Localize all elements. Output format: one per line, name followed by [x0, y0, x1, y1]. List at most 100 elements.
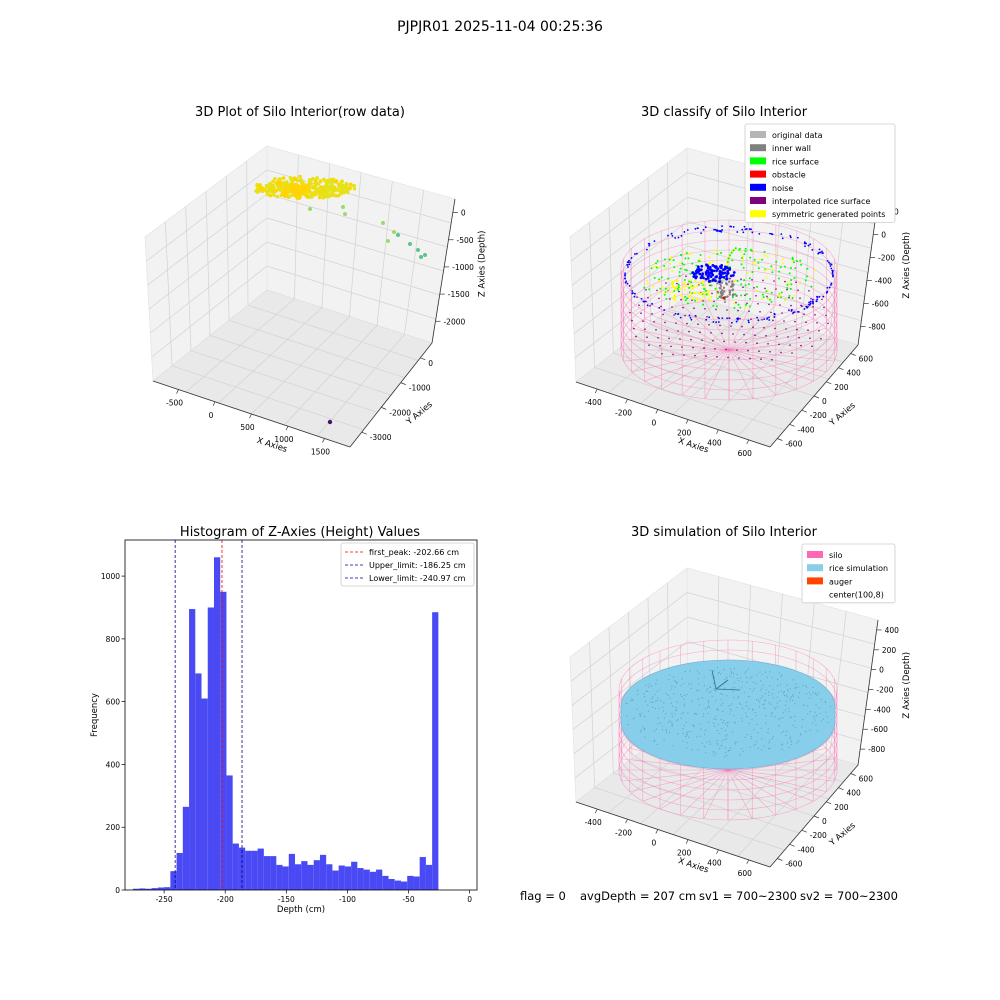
rice-sim-point [682, 682, 685, 685]
histogram-title: Histogram of Z-Axies (Height) Values [180, 525, 420, 540]
rice-surface-point [772, 267, 775, 270]
rice-sim-point [683, 703, 685, 705]
rice-sim-point [763, 707, 766, 709]
interpolated-point [766, 295, 768, 298]
interpolated-point [783, 320, 785, 322]
noise-point [722, 268, 725, 272]
y-axis-label: Frequency [90, 693, 100, 737]
rice-surface-point [683, 288, 686, 291]
sv1-text: sv1 = 700~2300 [699, 889, 797, 903]
rice-sim-point [713, 725, 716, 727]
interpolated-point [710, 332, 712, 334]
interpolated-point [745, 341, 747, 344]
rice-sim-point [745, 701, 747, 703]
noise-point [742, 231, 745, 234]
noise-point [663, 309, 666, 311]
rice-sim-point [716, 739, 718, 741]
rice-sim-point [789, 738, 791, 740]
rice-sim-point [763, 703, 765, 705]
rice-surface-point [727, 257, 730, 260]
raw-point [328, 187, 333, 192]
rice-sim-point [769, 671, 771, 673]
rice-sim-point [724, 678, 726, 681]
y-tick-label: -600 [785, 860, 802, 869]
rice-sim-point [758, 706, 760, 708]
rice-sim-point [740, 677, 742, 679]
raw-outlier-point [308, 207, 312, 211]
noise-point [818, 295, 821, 298]
noise-point [829, 283, 832, 286]
rice-surface-point [675, 286, 678, 289]
rice-sim-point [708, 740, 711, 743]
rice-sim-point [659, 722, 661, 724]
rice-sim-point [720, 704, 722, 706]
rice-surface-point [738, 247, 741, 250]
noise-point [653, 240, 656, 243]
noise-point [627, 261, 630, 264]
y-tick [801, 409, 807, 413]
rice-sim-point [801, 726, 803, 728]
x-tick [685, 419, 689, 424]
rice-sim-point [662, 706, 664, 708]
raw-point [337, 188, 342, 193]
rice-sim-point [783, 692, 785, 694]
rice-surface-point [714, 287, 717, 290]
interpolated-point [684, 314, 686, 317]
simulation-3d-plot: 3D simulation of Silo Interior -400 -200 0… [569, 525, 912, 878]
interpolated-point [784, 280, 786, 283]
rice-sim-point [818, 707, 820, 709]
rice-surface-point [782, 257, 785, 260]
rice-sim-point [757, 732, 759, 734]
rice-sim-point [767, 747, 770, 750]
x-tick-label: 400 [707, 439, 722, 448]
rice-sim-point [724, 729, 727, 732]
histogram-bar [207, 607, 214, 890]
interpolated-point [648, 344, 650, 347]
interpolated-point [740, 278, 742, 281]
rice-sim-point [684, 695, 686, 697]
noise-point [667, 234, 669, 237]
grid-line [687, 592, 875, 645]
rice-sim-point [670, 702, 672, 704]
noise-point [731, 273, 735, 277]
noise-point [674, 312, 677, 315]
interpolated-point [760, 358, 762, 361]
x-tick-label: 0 [651, 418, 656, 427]
rice-surface-point [749, 256, 752, 259]
rice-sim-point [781, 748, 783, 750]
interpolated-point [716, 356, 718, 358]
rice-sim-point [656, 743, 658, 746]
silo-floor-spoke [661, 310, 730, 351]
noise-point [744, 228, 747, 231]
rice-surface-point [677, 289, 680, 292]
raw-point [300, 189, 305, 194]
y-axis-label: Y Axies [827, 400, 858, 428]
rice-sim-point [668, 678, 670, 681]
noise-point [730, 321, 733, 324]
interpolated-point [681, 346, 683, 348]
rice-sim-point [713, 754, 715, 756]
raw-point [331, 187, 336, 191]
rice-sim-point [761, 673, 763, 675]
rice-sim-point [783, 694, 785, 697]
interpolated-point [751, 279, 753, 281]
rice-surface-point [656, 259, 659, 262]
interpolated-point [677, 330, 679, 332]
noise-point [828, 261, 830, 264]
histogram-bar [301, 861, 308, 890]
rice-surface-point [687, 253, 690, 256]
noise-point [702, 276, 705, 280]
rice-sim-point [715, 718, 717, 721]
interpolated-point [715, 308, 717, 311]
rice-sim-point [815, 714, 817, 717]
rice-sim-point [809, 729, 811, 732]
noise-point [732, 271, 736, 274]
histogram-bar [313, 860, 320, 890]
y-tick [789, 424, 795, 427]
rice-sim-point [790, 696, 792, 698]
noise-point [804, 245, 806, 248]
noise-point [736, 318, 739, 321]
noise-point [809, 300, 812, 303]
rice-sim-point [802, 685, 804, 687]
legend-swatch [750, 183, 766, 191]
